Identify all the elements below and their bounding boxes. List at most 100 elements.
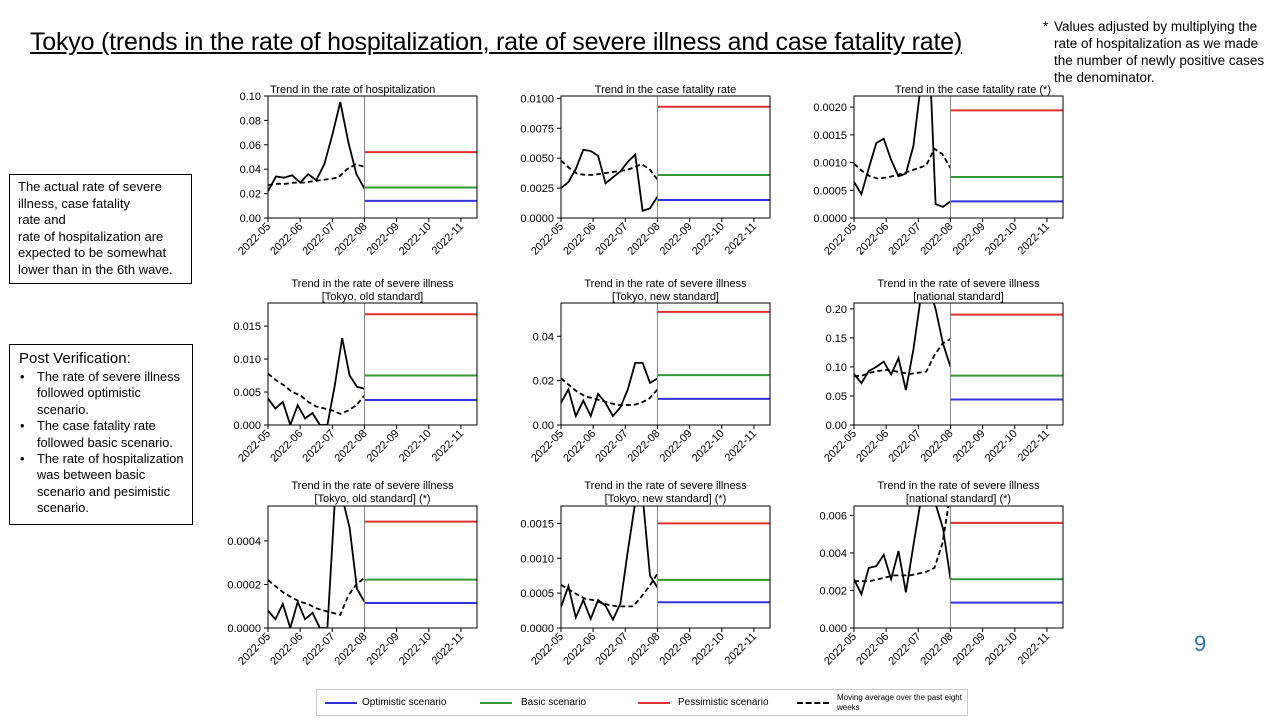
chart-panel: Trend in the case fatality rate (*) 0.000… (813, 84, 1064, 258)
legend-label-basic: Basic scenario (521, 697, 587, 708)
series-actual (268, 506, 366, 628)
footnote-text: Values adjusted by multiplying the rate … (1054, 19, 1265, 85)
y-tick-label: 0.0005 (520, 588, 554, 600)
series-actual (854, 96, 952, 208)
plot-area (268, 101, 477, 202)
x-tick-label: 2022-05 (529, 631, 566, 668)
x-tick-label: 2022-07 (886, 631, 923, 668)
x-tick-label: 2022-08 (333, 631, 370, 668)
y-tick-label: 0.0002 (227, 579, 261, 591)
chart-title: [Tokyo, old standard] (322, 291, 424, 303)
x-tick-label: 2022-06 (561, 428, 598, 465)
x-tick-label: 2022-11 (723, 631, 759, 667)
x-tick-label: 2022-11 (723, 428, 759, 464)
x-tick-label: 2022-09 (951, 428, 988, 465)
footnote: * Values adjusted by multiplying the rat… (1043, 18, 1273, 86)
y-tick-label: 0.0000 (813, 213, 847, 225)
x-tick-label: 2022-06 (854, 221, 891, 258)
x-tick-label: 2022-05 (822, 221, 859, 258)
y-tick-label: 0.0000 (520, 213, 554, 225)
y-tick-label: 0.0000 (227, 623, 261, 635)
plot-frame (560, 95, 771, 219)
legend-swatch-basic (480, 702, 512, 704)
plot-area (561, 310, 770, 419)
x-tick-label: 2022-08 (919, 631, 956, 668)
post-verification-item: The rate of hospitalization was between … (19, 451, 188, 517)
chart-panel: Trend in the rate of severe illness[Toky… (529, 278, 771, 465)
x-tick-label: 2022-11 (1016, 221, 1052, 257)
x-tick-label: 2022-06 (561, 631, 598, 668)
x-tick-label: 2022-06 (268, 221, 305, 258)
series-moving-average (561, 159, 659, 181)
chart-panel: Trend in the rate of severe illness[nati… (819, 480, 1064, 668)
x-tick-label: 2022-05 (529, 428, 566, 465)
series-moving-average (561, 377, 659, 406)
x-tick-label: 2022-08 (626, 428, 663, 465)
y-tick-label: 0.000 (233, 420, 261, 432)
plot-frame (853, 302, 1064, 426)
y-tick-label: 0.04 (533, 331, 554, 343)
x-tick-label: 2022-08 (919, 221, 956, 258)
x-tick-label: 2022-09 (658, 631, 695, 668)
chart-title: [Tokyo, new standard] (612, 291, 719, 303)
post-verification-heading: Post Verification: (19, 350, 131, 367)
chart-panel: Trend in the case fatality rate 0.0000 0.0… (520, 84, 771, 258)
y-tick-label: 0.02 (240, 189, 261, 201)
legend-label-moving-average: Moving average over the past eight weeks (837, 693, 962, 712)
plot-frame (267, 95, 478, 219)
chart-panel: Trend in the rate of severe illness[nati… (822, 278, 1064, 465)
chart-title: Trend in the rate of hospitalization (270, 84, 435, 96)
expectation-line: illness, case fatality (18, 195, 130, 211)
x-tick-label: 2022-09 (365, 221, 402, 258)
x-tick-label: 2022-09 (365, 631, 402, 668)
x-tick-label: 2022-06 (268, 428, 305, 465)
post-verification-item: The rate of severe illness followed opti… (19, 369, 188, 418)
series-actual (268, 101, 366, 192)
page-number: 9 (1194, 631, 1207, 656)
x-tick-label: 2022-08 (626, 221, 663, 258)
x-tick-label: 2022-06 (268, 631, 305, 668)
x-tick-label: 2022-11 (430, 631, 466, 667)
expectation-box: The actual rate of severe illness, case … (9, 174, 192, 284)
x-tick-label: 2022-10 (397, 221, 434, 258)
y-tick-label: 0.15 (826, 333, 847, 345)
x-tick-label: 2022-05 (236, 428, 273, 465)
x-tick-label: 2022-10 (690, 221, 727, 258)
chart-title: Trend in the rate of severe illness (584, 278, 747, 290)
x-tick-label: 2022-10 (983, 428, 1020, 465)
y-tick-label: 0.05 (826, 391, 847, 403)
expectation-line: rate of hospitalization are (18, 228, 164, 244)
series-moving-average (268, 577, 366, 616)
y-tick-label: 0.10 (826, 362, 847, 374)
plot-frame (853, 95, 1064, 219)
expectation-line: rate and (18, 212, 66, 227)
series-actual (854, 303, 952, 391)
x-tick-label: 2022-09 (951, 221, 988, 258)
series-moving-average (854, 506, 950, 582)
x-tick-label: 2022-09 (365, 428, 402, 465)
chart-panel: Trend in the rate of severe illness[Toky… (520, 480, 771, 668)
y-tick-label: 0.06 (240, 140, 261, 152)
x-tick-label: 2022-11 (430, 428, 466, 464)
chart-legend: Optimistic scenario Basic scenario Pessi… (316, 689, 968, 716)
y-tick-label: 0.00 (533, 420, 554, 432)
x-tick-label: 2022-11 (430, 221, 466, 257)
y-tick-label: 0.10 (240, 91, 261, 103)
chart-grid: Trend in the rate of hospitalization 0.00… (227, 84, 1064, 668)
x-tick-label: 2022-05 (822, 631, 859, 668)
y-tick-label: 0.02 (533, 376, 554, 388)
x-tick-label: 2022-06 (854, 631, 891, 668)
y-tick-label: 0.010 (233, 354, 261, 366)
chart-title: [Tokyo, new standard] (*) (605, 493, 727, 505)
y-tick-label: 0.08 (240, 115, 261, 127)
y-tick-label: 0.00 (826, 420, 847, 432)
slide-title: Tokyo (trends in the rate of hospitaliza… (30, 28, 963, 56)
x-tick-label: 2022-08 (919, 428, 956, 465)
y-tick-label: 0.005 (233, 387, 261, 399)
x-tick-label: 2022-11 (723, 221, 759, 257)
chart-title: Trend in the rate of severe illness (877, 278, 1040, 290)
y-tick-label: 0.0010 (813, 158, 847, 170)
x-tick-label: 2022-07 (886, 221, 923, 258)
y-tick-label: 0.0005 (813, 185, 847, 197)
plot-frame (853, 505, 1064, 629)
